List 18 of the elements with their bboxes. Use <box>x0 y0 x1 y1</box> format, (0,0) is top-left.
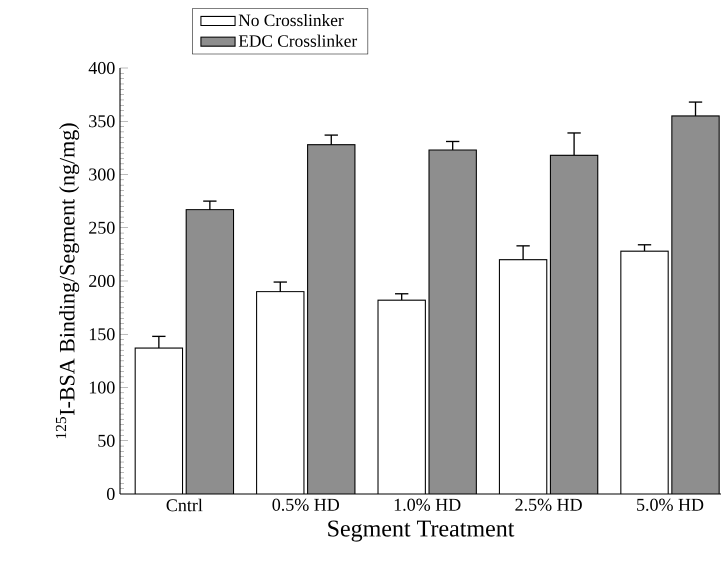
y-tick-label: 100 <box>90 381 115 394</box>
y-tick-label: 400 <box>88 62 115 74</box>
legend-label: No Crosslinker <box>238 14 344 26</box>
y-tick-label: 50 <box>98 434 115 447</box>
x-tick-label: 0.5% HD <box>272 498 340 511</box>
x-tick-label: Cntrl <box>166 498 202 512</box>
y-tick-label: 150 <box>90 328 115 340</box>
y-axis-title: $^{125}$I-BSA Binding/Segment (ng/mg) <box>56 123 80 438</box>
y-tick-label: 0 <box>106 488 115 500</box>
x-tick-label: 5.0% HD <box>637 498 704 511</box>
y-tick-label: 300 <box>89 168 115 181</box>
y-tick-label: 200 <box>89 274 115 288</box>
y-tick-label: 350 <box>89 115 115 128</box>
y-tick-label: 250 <box>89 222 115 234</box>
x-tick-label: 1.0% HD <box>394 498 460 511</box>
legend-label: EDC Crosslinker <box>238 34 358 47</box>
x-axis-title: Segment Treatment <box>328 520 514 542</box>
x-tick-label: 2.5% HD <box>515 498 582 511</box>
